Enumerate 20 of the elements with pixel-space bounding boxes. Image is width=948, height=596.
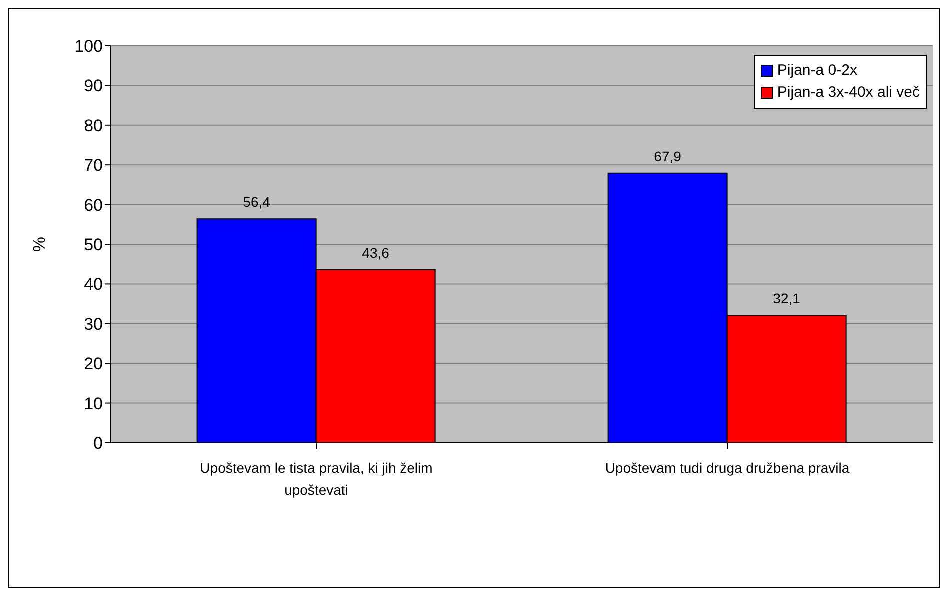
data-label: 43,6 xyxy=(362,244,390,261)
y-tick-label: 10 xyxy=(84,394,103,414)
x-tick-label: Upoštevam le tista pravila, ki jih želim upoštevati xyxy=(200,460,433,498)
data-label: 67,9 xyxy=(654,148,682,164)
y-axis-title: % xyxy=(30,236,50,252)
legend-label: Pijan-a 0-2x xyxy=(777,61,858,81)
y-tick-label: 80 xyxy=(84,116,103,136)
y-tick-label: 0 xyxy=(94,434,103,454)
y-tick-label: 30 xyxy=(84,314,103,334)
y-tick-label: 70 xyxy=(84,156,103,176)
legend-label: Pijan-a 3x-40x ali več xyxy=(777,83,920,103)
y-tick-label: 20 xyxy=(84,354,103,374)
y-tick-label: 90 xyxy=(84,76,103,96)
x-tick-label: Upoštevam tudi druga družbena pravila xyxy=(605,460,850,476)
y-tick-label: 100 xyxy=(74,37,103,56)
data-label: 32,1 xyxy=(773,290,801,307)
y-tick-label: 50 xyxy=(84,236,103,255)
y-tick-label: 60 xyxy=(84,196,103,215)
data-label: 56,4 xyxy=(243,194,271,210)
y-tick-label: 40 xyxy=(84,275,103,294)
